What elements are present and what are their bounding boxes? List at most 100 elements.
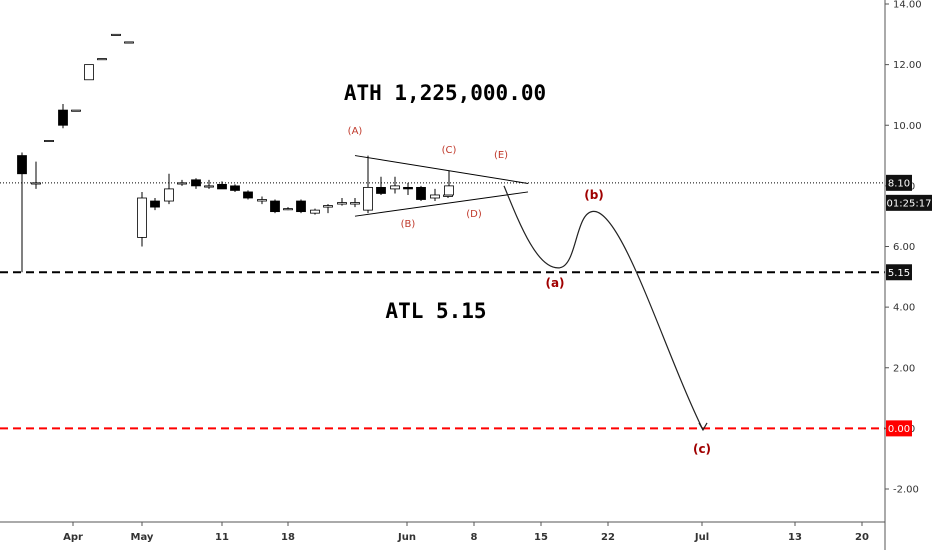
x-tick-label: May bbox=[131, 532, 154, 543]
candle[interactable] bbox=[204, 179, 214, 189]
candle-body bbox=[337, 202, 347, 205]
candle-body bbox=[283, 208, 293, 211]
candle-body bbox=[416, 186, 426, 200]
price-badge bbox=[886, 174, 912, 191]
candle[interactable] bbox=[71, 109, 81, 112]
price-badge bbox=[886, 264, 912, 281]
candle[interactable] bbox=[44, 140, 54, 143]
candle-body bbox=[164, 188, 174, 202]
candle-body bbox=[204, 185, 214, 188]
triangle-pattern bbox=[354, 155, 529, 217]
price-badge-label: 5.15 bbox=[888, 268, 910, 279]
candle[interactable] bbox=[111, 33, 121, 36]
y-tick-label: 4.00 bbox=[893, 303, 915, 314]
x-tick-label: 15 bbox=[534, 532, 548, 543]
candle[interactable] bbox=[31, 161, 41, 189]
wave-label-small: (B) bbox=[401, 219, 416, 230]
wave-label-small: (C) bbox=[442, 145, 457, 156]
countdown-label: 01:25:17 bbox=[887, 198, 932, 209]
atl-annotation: ATL 5.15 bbox=[385, 299, 486, 323]
price-badge bbox=[886, 420, 912, 437]
candle-body bbox=[310, 209, 320, 214]
candle-body bbox=[124, 41, 134, 44]
candle[interactable] bbox=[58, 104, 68, 129]
y-tick-label: -2.00 bbox=[893, 485, 919, 496]
candle[interactable] bbox=[430, 188, 440, 202]
candles bbox=[17, 33, 454, 273]
candle[interactable] bbox=[337, 198, 347, 206]
x-tick-label: Jun bbox=[397, 532, 416, 543]
wave-label-large: (c) bbox=[693, 442, 711, 456]
candle[interactable] bbox=[150, 198, 160, 211]
candle-body bbox=[350, 202, 360, 205]
candle-body bbox=[31, 182, 41, 185]
candle-body bbox=[44, 140, 54, 143]
candle-body bbox=[323, 205, 333, 208]
candle[interactable] bbox=[376, 176, 386, 195]
candle-body bbox=[137, 197, 147, 238]
candle-body bbox=[97, 58, 107, 61]
candle[interactable] bbox=[257, 196, 267, 205]
projection-path bbox=[503, 185, 708, 432]
x-tick-label: 22 bbox=[601, 532, 615, 543]
projection-curve bbox=[503, 185, 704, 431]
y-tick-label: 6.00 bbox=[893, 242, 915, 253]
candle[interactable] bbox=[350, 198, 360, 208]
candle[interactable] bbox=[137, 191, 147, 247]
candle[interactable] bbox=[84, 64, 94, 81]
candle-body bbox=[430, 194, 440, 199]
candle-body bbox=[58, 109, 68, 126]
candle[interactable] bbox=[17, 152, 27, 273]
projection-arrow-head bbox=[698, 422, 708, 432]
candle-body bbox=[17, 155, 27, 175]
wave-label-small: (A) bbox=[348, 126, 363, 137]
x-tick-label: 20 bbox=[855, 532, 869, 543]
candle-body bbox=[243, 191, 253, 199]
candle[interactable] bbox=[97, 58, 107, 61]
candle[interactable] bbox=[283, 207, 293, 211]
y-tick-label: 2.00 bbox=[893, 363, 915, 374]
candle-body bbox=[71, 109, 81, 112]
candle[interactable] bbox=[296, 199, 306, 214]
candle[interactable] bbox=[403, 182, 413, 195]
x-tick-label: Apr bbox=[63, 532, 83, 543]
candle-body bbox=[444, 185, 454, 196]
candle-body bbox=[217, 183, 227, 190]
triangle-upper-line bbox=[354, 155, 529, 184]
candle-body bbox=[363, 186, 373, 211]
candle[interactable] bbox=[177, 179, 187, 186]
candle[interactable] bbox=[124, 41, 134, 44]
candle[interactable] bbox=[230, 184, 240, 192]
y-tick-label: 14.00 bbox=[893, 0, 922, 11]
wave-label-small: (E) bbox=[494, 150, 508, 161]
candle[interactable] bbox=[444, 170, 454, 196]
x-tick-label: Jul bbox=[694, 532, 709, 543]
x-tick-label: 13 bbox=[788, 532, 802, 543]
horizontal-lines bbox=[0, 182, 885, 430]
candle[interactable] bbox=[323, 204, 333, 214]
candle[interactable] bbox=[270, 199, 280, 214]
x-tick-label: 18 bbox=[281, 532, 295, 543]
price-badge-label: 0.00 bbox=[888, 424, 910, 435]
wave-label-small: (D) bbox=[466, 209, 482, 220]
candle-body bbox=[111, 33, 121, 36]
candle[interactable] bbox=[243, 190, 253, 200]
x-tick-label: 8 bbox=[471, 532, 478, 543]
x-axis: Apr May 11 18 Jun 8 15 22 Jul 13 20 bbox=[0, 521, 885, 543]
candle[interactable] bbox=[310, 208, 320, 215]
candle[interactable] bbox=[363, 155, 373, 214]
candle-body bbox=[177, 182, 187, 185]
candle[interactable] bbox=[217, 181, 227, 190]
candle[interactable] bbox=[416, 185, 426, 202]
candle-body bbox=[390, 185, 400, 190]
candle[interactable] bbox=[390, 176, 400, 194]
candle-body bbox=[257, 199, 267, 202]
price-badge-label: 8.10 bbox=[888, 178, 910, 189]
candle[interactable] bbox=[164, 173, 174, 205]
price-badges: 5.15 0.00 8.10 01:25:17 bbox=[886, 174, 932, 437]
candle-body bbox=[296, 200, 306, 213]
annotations: ATH 1,225,000.00 ATL 5.15 bbox=[344, 81, 546, 323]
candle[interactable] bbox=[191, 178, 201, 189]
